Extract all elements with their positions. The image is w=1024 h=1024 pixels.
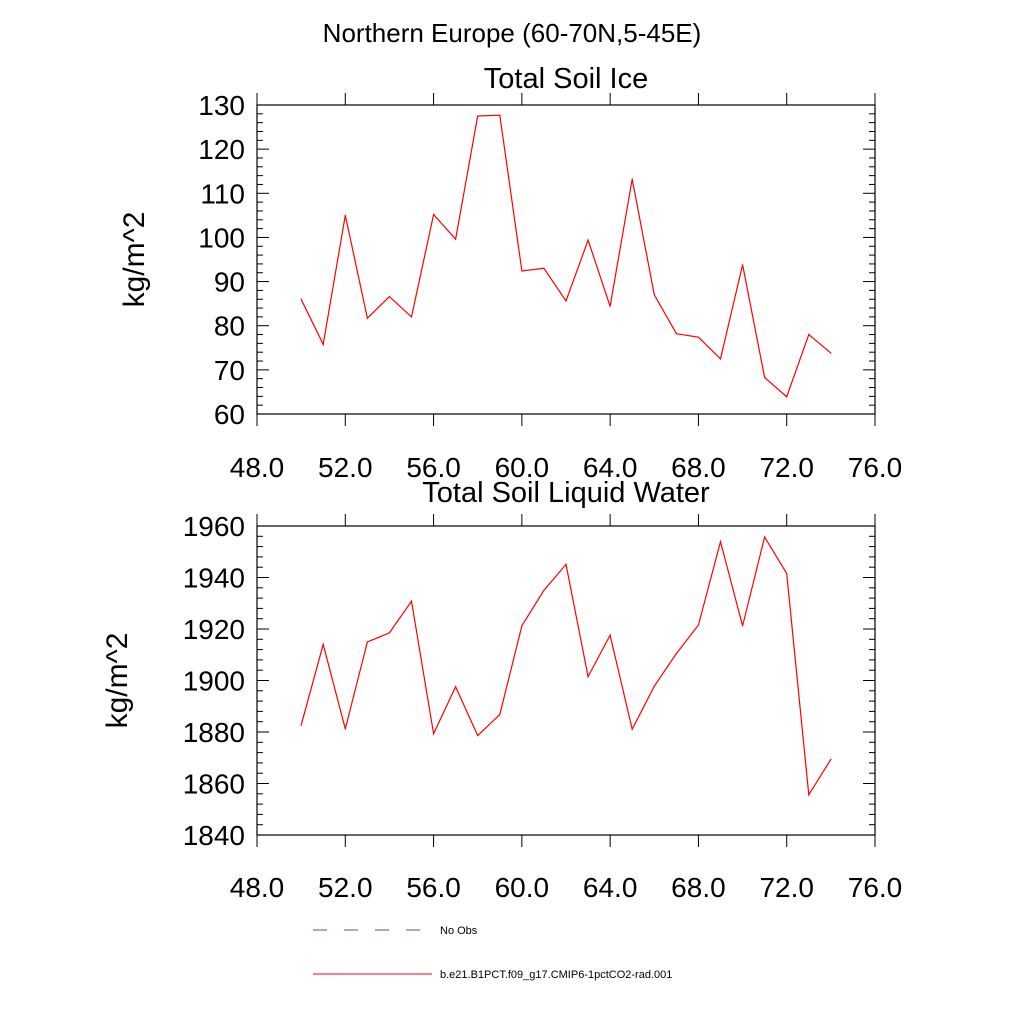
x-tick-label: 60.0 xyxy=(495,872,550,903)
data-point xyxy=(609,634,611,636)
data-point xyxy=(366,641,368,643)
data-point xyxy=(388,632,391,634)
chart-title: Total Soil Liquid Water xyxy=(422,477,710,509)
y-tick-label: 1900 xyxy=(183,666,245,697)
data-point xyxy=(410,600,413,602)
series-line-1 xyxy=(300,114,832,398)
data-point xyxy=(300,298,302,300)
data-point xyxy=(455,686,457,688)
data-point xyxy=(344,214,346,216)
series-line-1 xyxy=(300,535,832,797)
x-tick-label: 68.0 xyxy=(671,872,726,903)
data-point xyxy=(477,735,479,737)
data-point xyxy=(565,300,567,302)
data-point xyxy=(631,728,633,730)
x-tick-label: 52.0 xyxy=(318,872,373,903)
x-tick-label: 64.0 xyxy=(583,452,638,483)
y-tick-label: 1960 xyxy=(183,511,245,542)
data-point xyxy=(432,213,435,216)
x-tick-label: 64.0 xyxy=(583,872,638,903)
y-tick-label: 110 xyxy=(200,178,245,209)
legend: No Obs b.e21.B1PCT.f09_g17.CMIP6-1pctCO2-… xyxy=(313,925,672,981)
data-point xyxy=(741,625,744,627)
data-point xyxy=(499,713,501,716)
x-tick-label: 72.0 xyxy=(759,872,814,903)
plot-frame xyxy=(256,104,876,415)
data-point xyxy=(786,396,788,398)
x-tick-label: 48.0 xyxy=(230,452,285,483)
y-tick-label: 60 xyxy=(214,399,245,430)
x-tick-label: 56.0 xyxy=(406,452,461,483)
data-point xyxy=(587,239,589,241)
x-tick-label: 56.0 xyxy=(406,872,461,903)
data-point xyxy=(764,536,766,538)
data-point xyxy=(786,572,788,574)
x-tick-label: 72.0 xyxy=(759,452,814,483)
legend-label: No Obs xyxy=(440,925,478,937)
y-tick-label: 1880 xyxy=(183,717,245,748)
legend-item-2: b.e21.B1PCT.f09_g17.CMIP6-1pctCO2-rad.00… xyxy=(313,969,672,981)
data-point xyxy=(543,267,545,269)
plot-frame xyxy=(256,525,876,836)
data-point xyxy=(521,625,523,627)
chart-panel-1: Total Soil Ice kg/m^2 48.0 52.0 56.0 60.0 64.0… xyxy=(118,63,902,483)
x-tick-label: 52.0 xyxy=(318,452,373,483)
y-tick-label: 90 xyxy=(214,267,245,298)
chart-panel-2: Total Soil Liquid Water kg/m^2 48.0 52.0 56.… xyxy=(101,477,902,903)
chart-panels: Total Soil Ice kg/m^2 48.0 52.0 56.0 60.0 64.0… xyxy=(101,63,902,903)
x-tick-label: 68.0 xyxy=(671,452,726,483)
data-point xyxy=(675,333,677,335)
data-point xyxy=(830,758,832,760)
legend-label: b.e21.B1PCT.f09_g17.CMIP6-1pctCO2-rad.00… xyxy=(440,969,672,981)
data-point xyxy=(609,305,611,307)
legend-item-1: No Obs xyxy=(313,925,478,937)
data-point xyxy=(587,676,589,678)
data-point xyxy=(477,115,479,117)
data-point xyxy=(741,264,744,266)
x-tick-label: 48.0 xyxy=(230,872,285,903)
data-point xyxy=(719,541,722,543)
data-point xyxy=(344,728,346,730)
y-tick-label: 80 xyxy=(214,311,245,342)
y-tick-label: 1940 xyxy=(183,563,245,594)
y-tick-label: 100 xyxy=(198,222,245,253)
data-point xyxy=(432,733,435,735)
x-tick-label: 60.0 xyxy=(495,452,550,483)
data-point xyxy=(808,333,810,336)
data-point xyxy=(631,178,633,180)
y-tick-label: 1840 xyxy=(183,820,245,851)
x-tick-label: 76.0 xyxy=(848,872,903,903)
data-point xyxy=(366,317,368,319)
figure-suptitle: Northern Europe (60-70N,5-45E) xyxy=(323,18,702,48)
data-point xyxy=(499,114,501,116)
data-point xyxy=(719,358,722,360)
data-point xyxy=(697,336,700,338)
data-point xyxy=(410,316,413,318)
data-point xyxy=(653,294,655,296)
data-point xyxy=(653,685,655,687)
data-point xyxy=(830,352,832,354)
y-tick-label: 120 xyxy=(198,134,245,165)
x-tick-label: 76.0 xyxy=(848,452,903,483)
data-point xyxy=(697,624,700,626)
data-point xyxy=(300,724,302,726)
y-tick-label: 1920 xyxy=(183,614,245,645)
data-point xyxy=(808,794,810,796)
y-axis-label: kg/m^2 xyxy=(101,633,134,729)
y-axis-label: kg/m^2 xyxy=(118,212,151,308)
data-point xyxy=(322,343,324,345)
data-point xyxy=(675,652,677,655)
data-point xyxy=(764,376,766,378)
data-point xyxy=(543,589,545,591)
chart-title: Total Soil Ice xyxy=(484,63,648,95)
data-point xyxy=(322,643,324,646)
data-point xyxy=(455,238,457,240)
data-point xyxy=(388,295,391,298)
data-point xyxy=(521,270,523,272)
y-tick-label: 1860 xyxy=(183,769,245,800)
data-point xyxy=(565,563,567,565)
y-tick-label: 70 xyxy=(214,355,245,386)
y-tick-label: 130 xyxy=(198,90,245,121)
